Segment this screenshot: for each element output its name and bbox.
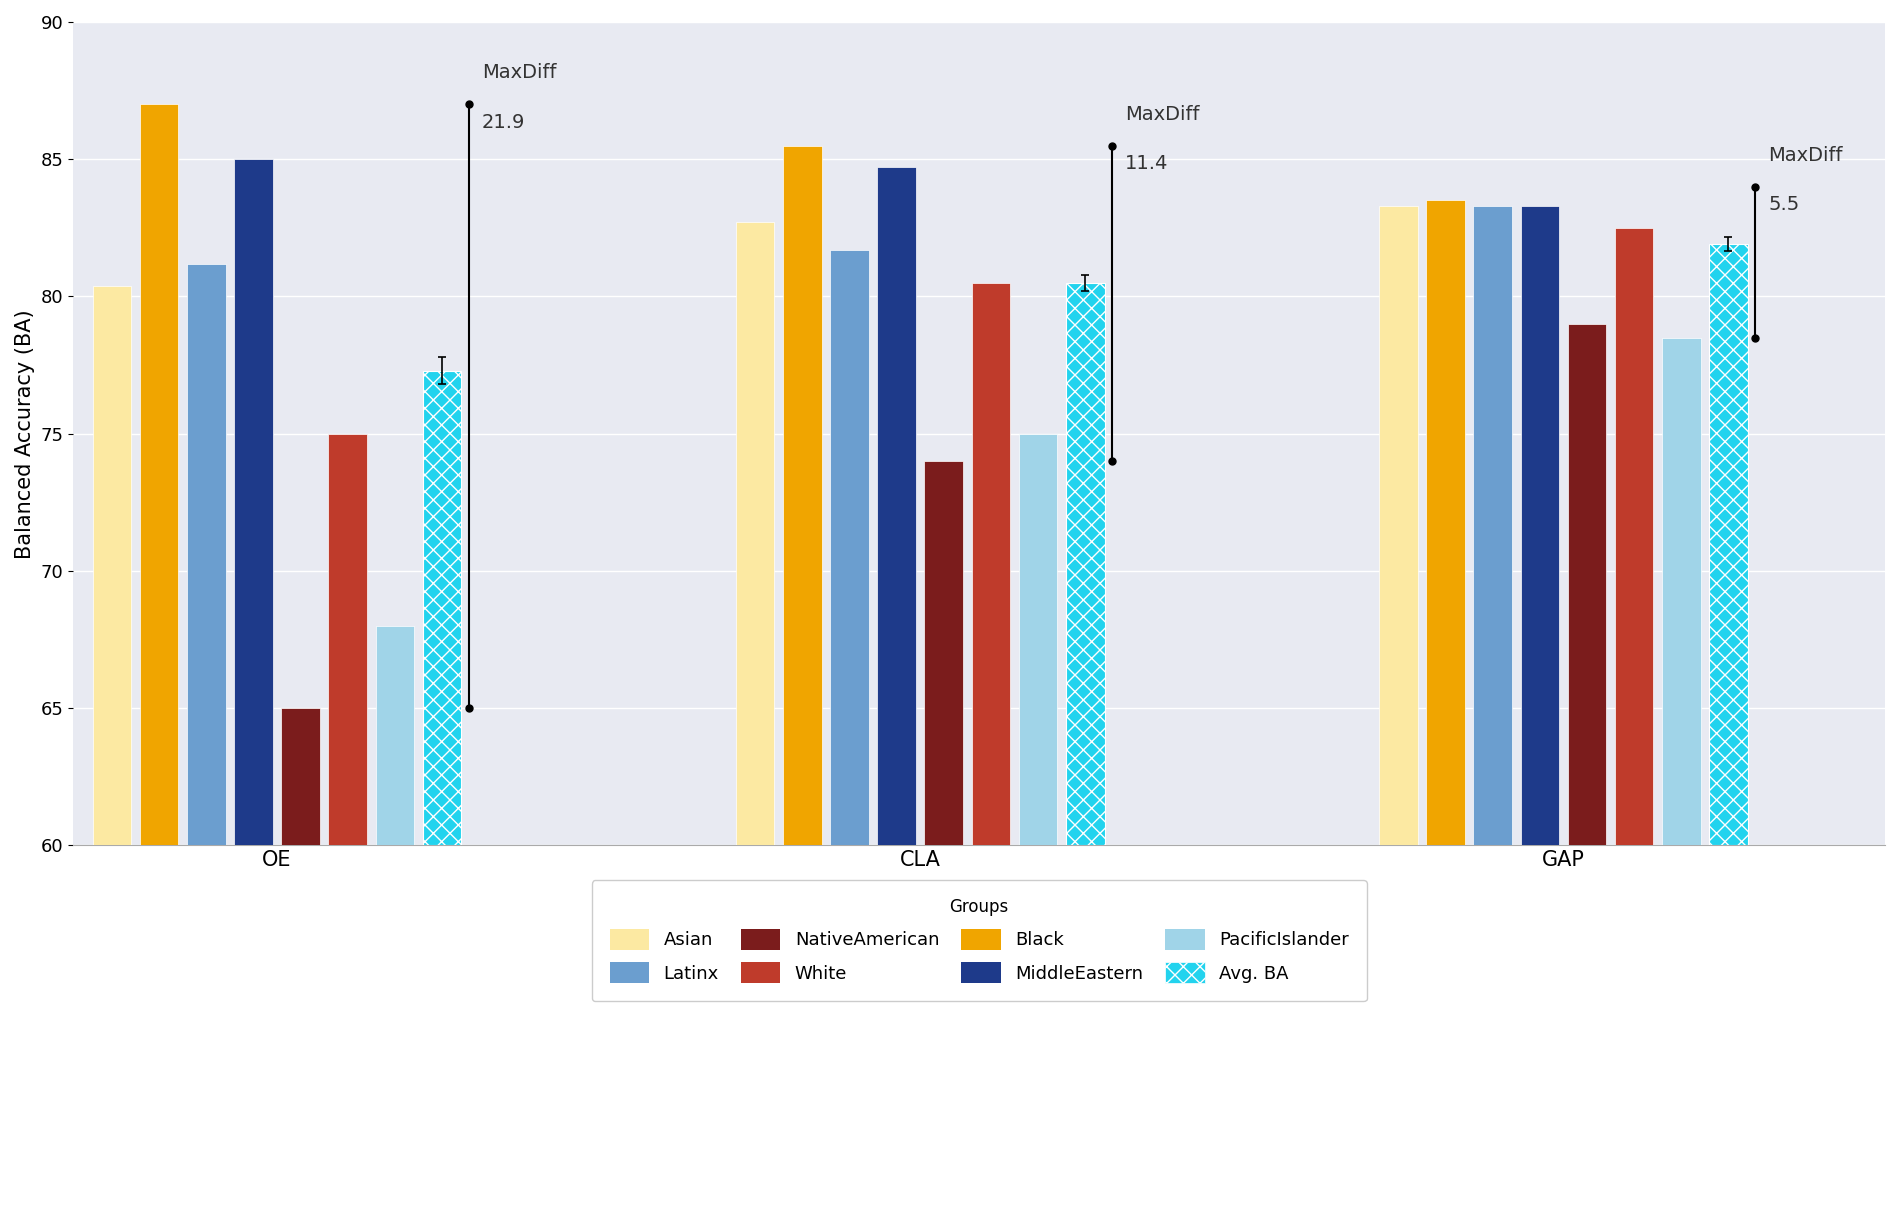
Bar — [971, 282, 1011, 845]
Bar — [1615, 228, 1653, 845]
Y-axis label: Balanced Accuracy (BA): Balanced Accuracy (BA) — [15, 309, 34, 558]
Bar — [783, 146, 821, 845]
Text: MaxDiff: MaxDiff — [1125, 105, 1199, 123]
Text: 11.4: 11.4 — [1125, 153, 1168, 172]
Bar — [1472, 206, 1512, 845]
Bar — [1520, 206, 1560, 845]
Bar — [234, 159, 274, 845]
Text: MaxDiff: MaxDiff — [483, 64, 557, 82]
Text: 5.5: 5.5 — [1769, 195, 1799, 213]
Bar — [141, 105, 179, 845]
Bar — [735, 222, 775, 845]
Bar — [1427, 200, 1465, 845]
Bar — [1710, 245, 1748, 845]
Bar — [1066, 282, 1104, 845]
Bar — [1662, 338, 1700, 845]
Bar — [830, 250, 868, 845]
Bar — [1018, 434, 1058, 845]
Bar — [1568, 324, 1606, 845]
Text: 21.9: 21.9 — [483, 112, 524, 131]
Bar — [93, 286, 131, 845]
Bar — [329, 434, 367, 845]
Bar — [424, 370, 462, 845]
Bar — [281, 708, 319, 845]
Bar — [878, 168, 916, 845]
Bar — [1379, 206, 1417, 845]
Bar — [186, 264, 226, 845]
Legend: Asian, Latinx, NativeAmerican, White, Black, MiddleEastern, PacificIslander, Avg: Asian, Latinx, NativeAmerican, White, Bl… — [591, 880, 1366, 1001]
Bar — [376, 626, 414, 845]
Text: MaxDiff: MaxDiff — [1769, 146, 1843, 165]
Bar — [925, 461, 963, 845]
